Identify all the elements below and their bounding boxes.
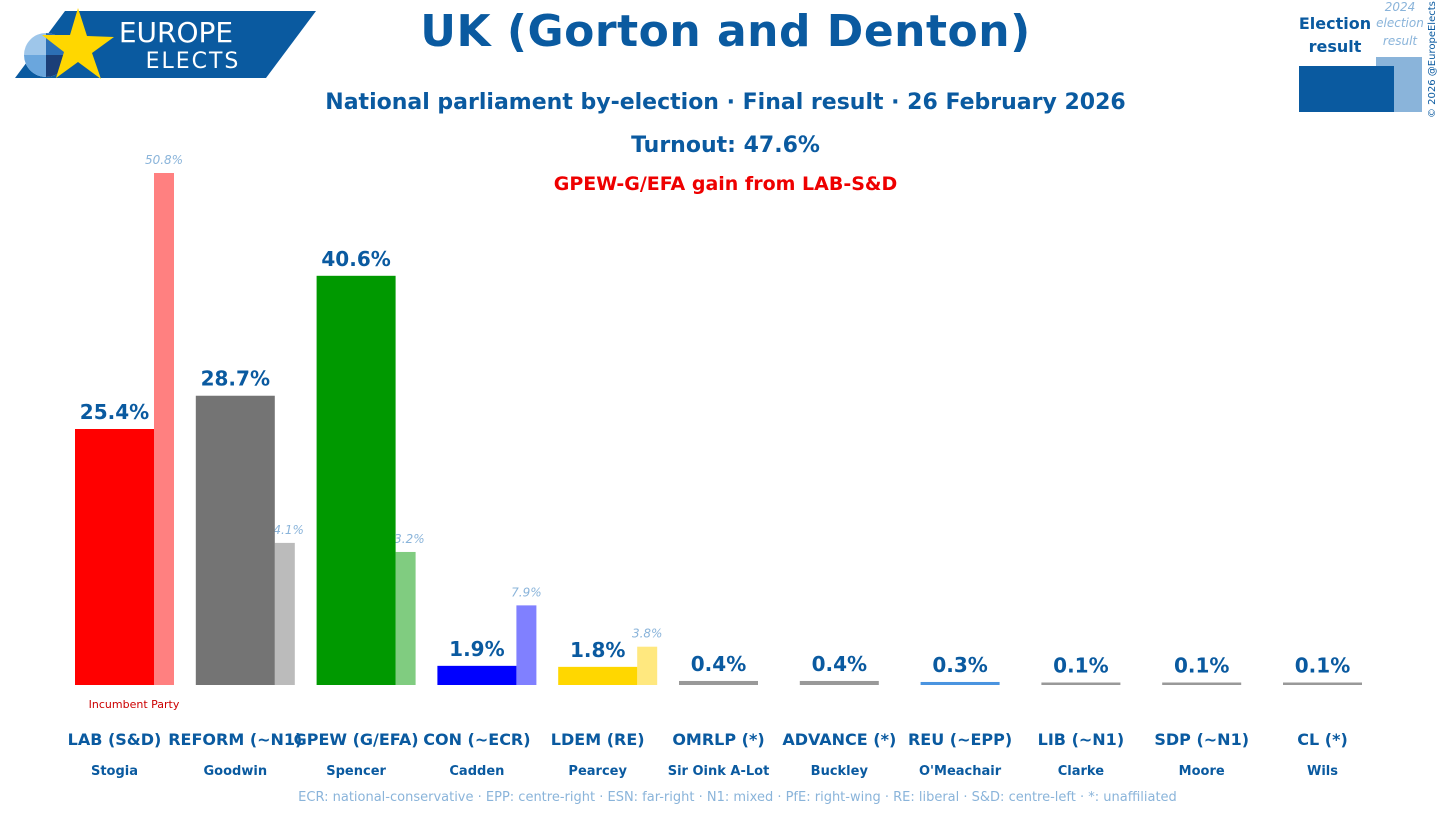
candidate-label: Sir Oink A-Lot [668,764,770,779]
previous-bar [395,551,416,685]
candidate-label: Pearcey [568,764,627,779]
result-value-label: 0.4% [691,652,746,676]
legend-current-label-2: result [1309,37,1362,56]
gain-note: GPEW-G/EFA gain from LAB-S&D [553,173,898,195]
party-label: REFORM (~N1) [168,730,302,749]
brand-line-1: EUROPE [119,16,233,49]
legend-current-swatch [1299,66,1394,112]
brand-line-2: ELECTS [146,49,241,74]
legend-previous-label-3: result [1383,34,1419,48]
previous-bar [637,646,658,685]
party-label: ADVANCE (*) [782,730,896,749]
party-label: SDP (~N1) [1154,730,1249,749]
legend-current-label-1: Election [1299,14,1371,33]
party-label: CL (*) [1297,730,1348,749]
previous-value-label: 3.8% [632,627,663,641]
result-bar [75,429,154,685]
result-bar [1041,682,1121,685]
result-bar [679,680,758,685]
candidate-label: Buckley [811,764,869,779]
candidate-label: Moore [1179,764,1225,779]
legend: Election result 2024 election result [1299,0,1424,112]
incumbent-label: Incumbent Party [89,698,180,711]
result-value-label: 0.1% [1053,654,1108,678]
result-bar [920,681,1000,685]
previous-bar [274,542,295,685]
result-value-label: 28.7% [201,367,270,391]
party-label: REU (~EPP) [908,730,1012,749]
turnout-label: Turnout: 47.6% [631,133,820,158]
party-label: OMRLP (*) [672,730,764,749]
previous-value-label: 14.1% [266,523,304,537]
candidate-label: Goodwin [204,764,268,779]
previous-value-label: 50.8% [145,153,183,167]
previous-value-label: 13.2% [387,532,425,546]
result-value-label: 25.4% [80,400,149,424]
party-label: LIB (~N1) [1038,730,1124,749]
result-bar [799,680,879,685]
party-label: GPEW (G/EFA) [294,730,419,749]
europe-elects-logo: EUROPE ELECTS [15,8,316,79]
result-value-label: 0.4% [812,652,867,676]
result-value-label: 0.1% [1295,654,1350,678]
result-bar [558,666,638,685]
previous-bar [516,605,537,685]
result-value-label: 0.3% [932,653,987,677]
candidate-label: Cadden [449,764,504,779]
previous-value-label: 7.9% [511,585,542,599]
result-bar [316,275,396,685]
party-label: LDEM (RE) [551,730,645,749]
candidate-label: Spencer [326,764,386,779]
legend-previous-label-1: 2024 [1385,0,1416,14]
result-bar [1162,682,1242,685]
party-label: LAB (S&D) [68,730,162,749]
result-bar [437,665,517,685]
result-bar [1283,682,1362,685]
result-value-label: 1.8% [570,638,625,662]
footnote: ECR: national-conservative · EPP: centre… [298,790,1177,805]
previous-bar [154,173,174,685]
legend-previous-label-2: election [1376,16,1424,30]
page-title: UK (Gorton and Denton) [420,6,1031,57]
candidate-label: O'Meachair [919,764,1002,779]
party-label: CON (~ECR) [423,730,530,749]
result-value-label: 40.6% [321,247,390,271]
result-value-label: 0.1% [1174,654,1229,678]
result-bar [195,395,275,685]
result-value-label: 1.9% [449,637,504,661]
page-subtitle: National parliament by-election · Final … [325,90,1126,115]
candidate-label: Stogia [91,764,138,779]
candidate-label: Wils [1307,764,1338,779]
candidate-label: Clarke [1058,764,1104,779]
